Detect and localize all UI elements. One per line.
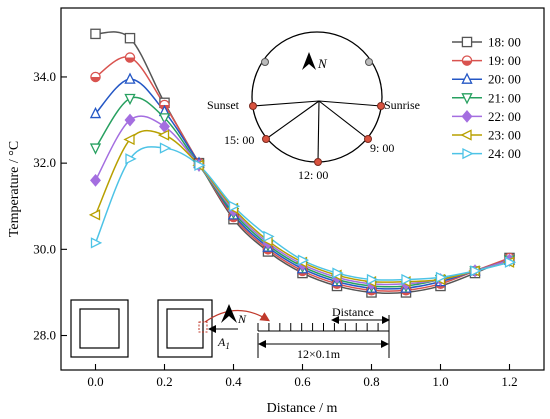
- ray-1200: [317, 100, 320, 163]
- label-1500: 15: 00: [224, 133, 254, 147]
- x-tick-label-1: 0.2: [156, 374, 172, 389]
- series-2-point-0: [89, 106, 102, 119]
- x-tick-label-0: 0.0: [87, 374, 103, 389]
- x-axis-ticks: 0.0 0.2 0.4 0.6 0.8 1.0 1.2: [87, 364, 518, 389]
- x-axis-title: Distance / m: [267, 401, 338, 416]
- sun-point-top-right: [365, 58, 373, 66]
- series-3-point-1: [124, 93, 136, 106]
- series-1-point-0-fill: [90, 76, 101, 82]
- sun-point-top-left: [261, 58, 269, 66]
- series-4-point-0: [90, 173, 101, 187]
- curved-arrow-icon: [204, 309, 271, 323]
- sun-point-sunrise: [377, 102, 385, 110]
- y-axis-ticks: 28.0 30.0 32.0 34.0: [33, 69, 67, 343]
- series-6-point-8: [366, 273, 379, 286]
- legend-label-0: 18: 00: [488, 35, 521, 50]
- label-1200: 12: 00: [298, 168, 328, 182]
- series-6-point-6: [297, 254, 310, 266]
- series-6-point-9: [401, 273, 413, 286]
- legend-label-1: 19: 00: [488, 53, 521, 68]
- sun-north-label: N: [317, 56, 328, 71]
- series-1-point-1-fill: [125, 57, 135, 63]
- series-5-point-0: [88, 209, 101, 221]
- series-0-point-1: [124, 32, 136, 44]
- sun-point-sunset: [249, 102, 257, 110]
- room-inner-right: [166, 308, 204, 349]
- y-tick-label-3: 34.0: [33, 69, 56, 84]
- point-a1-label: A1: [217, 335, 230, 351]
- series-6-point-1: [125, 153, 137, 165]
- measure-ticks: [257, 323, 390, 331]
- x-tick-label-2: 0.4: [225, 374, 242, 389]
- legend-marker-1: [461, 55, 473, 66]
- plan-diagram: N A1 Distance 12×0.1m: [70, 299, 390, 361]
- legend-label-6: 24: 00: [488, 146, 521, 161]
- series-6-point-7: [332, 267, 344, 279]
- sun-path-diagram: N Sunset Sunrise 15: 00 12: 00 9: 00: [207, 31, 420, 182]
- series-3-point-0: [89, 143, 102, 155]
- y-tick-label-0: 28.0: [33, 328, 56, 343]
- label-sunset: Sunset: [207, 98, 240, 112]
- sun-point-0900: [364, 135, 372, 143]
- y-axis-title: Temperature / °C: [7, 141, 22, 237]
- legend-label-3: 21: 00: [488, 90, 521, 105]
- series-6-point-2: [159, 142, 172, 154]
- ray-0900: [318, 100, 369, 140]
- point-a1-letter: A: [217, 335, 226, 349]
- label-sunrise: Sunrise: [384, 98, 420, 112]
- series-6-point-10: [435, 271, 448, 283]
- series-6-point-3: [194, 159, 206, 171]
- sun-path-circle: [251, 31, 383, 163]
- series-4-point-1: [124, 113, 136, 127]
- legend-marker-0: [461, 36, 473, 48]
- point-a1-sub: 1: [225, 341, 230, 351]
- series-6-point-0: [90, 237, 103, 249]
- series-0-point-0: [90, 28, 101, 40]
- legend-marker-2: [461, 72, 473, 84]
- north-arrow-icon: [302, 52, 316, 70]
- legend-label-4: 22: 00: [488, 109, 521, 124]
- point-a1-marker: [198, 321, 208, 333]
- north-arrow-plan-icon: [221, 304, 237, 323]
- legend: 18: 00 19: 00 20: 00 21: 00 22: 00 23: 00 24: …: [452, 35, 521, 161]
- legend-marker-5: [460, 129, 472, 141]
- legend-marker-1-fill: [462, 60, 472, 66]
- x-tick-label-3: 0.6: [294, 374, 311, 389]
- legend-label-2: 20: 00: [488, 72, 521, 87]
- ray-1500: [265, 100, 320, 140]
- legend-marker-4: [461, 109, 473, 123]
- series-1-point-1: [124, 52, 136, 63]
- sun-point-1500: [262, 135, 270, 143]
- sun-point-1200: [314, 158, 322, 166]
- series-line-0: [95, 31, 510, 294]
- series-1-point-0: [90, 71, 101, 83]
- legend-marker-3: [461, 93, 473, 105]
- distance-label: Distance: [332, 305, 374, 319]
- y-tick-label-1: 30.0: [33, 241, 56, 256]
- legend-label-5: 23: 00: [488, 128, 521, 143]
- series-5-point-1: [123, 133, 135, 146]
- ray-sunset: [252, 100, 320, 107]
- series-6-point-5: [263, 230, 275, 243]
- room-outer-left: [70, 299, 129, 358]
- y-tick-label-2: 32.0: [33, 155, 56, 170]
- series-6-point-11: [470, 265, 482, 277]
- ray-sunrise: [318, 100, 382, 107]
- room-inner-left: [79, 308, 120, 349]
- x-tick-label-5: 1.0: [432, 374, 448, 389]
- legend-marker-6: [462, 147, 474, 160]
- x-tick-label-6: 1.2: [501, 374, 517, 389]
- label-0900: 9: 00: [370, 141, 394, 155]
- series-6-point-4: [228, 200, 241, 212]
- plan-north-label: N: [237, 312, 247, 326]
- series-2-point-1: [124, 72, 136, 84]
- series-layer: [88, 28, 517, 298]
- series-6-point-12: [504, 256, 517, 268]
- series-5-point-2: [157, 129, 170, 141]
- x-tick-label-4: 0.8: [363, 374, 379, 389]
- scale-label: 12×0.1m: [297, 347, 341, 361]
- series-3-point-2: [158, 113, 171, 125]
